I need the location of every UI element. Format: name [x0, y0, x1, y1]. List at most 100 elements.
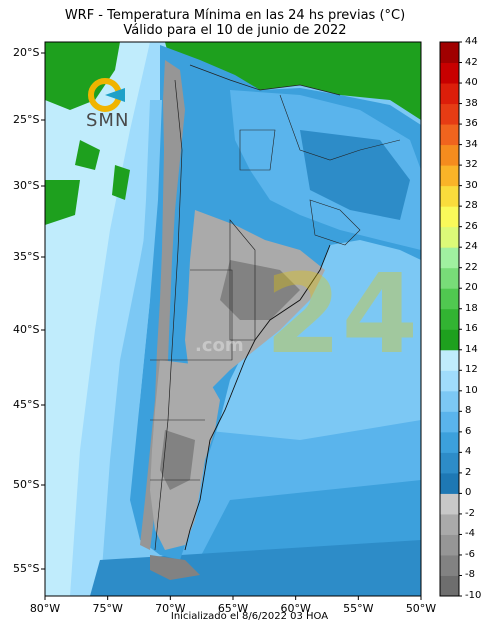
colorbar-frame [439, 41, 460, 597]
colorbar-swatch [440, 472, 459, 494]
colorbar-label: 10 [465, 384, 478, 396]
colorbar-label: 40 [465, 77, 478, 89]
colorbar-swatch [440, 370, 459, 392]
colorbar-label: -2 [465, 507, 475, 519]
lat-label: 20°S [13, 46, 40, 59]
colorbar-label: -8 [465, 569, 475, 581]
smn-logo-text: SMN [86, 110, 130, 131]
colorbar-label: 0 [465, 487, 472, 499]
colorbar-swatch [440, 431, 459, 453]
colorbar-swatch [440, 349, 459, 371]
pacific-warm-patch-2 [75, 140, 100, 170]
colorbar-swatch [440, 226, 459, 248]
colorbar-swatch [440, 452, 459, 474]
colorbar-label: 42 [465, 56, 478, 68]
colorbar-label: 34 [465, 138, 478, 150]
colorbar-swatch [440, 83, 459, 105]
colorbar-swatch [440, 308, 459, 330]
colorbar-swatch [440, 575, 459, 597]
colorbar-label: 26 [465, 220, 478, 232]
drake-passage-band [90, 540, 421, 596]
lon-label: 55°W [343, 602, 374, 615]
lon-label: 70°W [155, 602, 186, 615]
colorbar-swatch [440, 42, 459, 64]
watermark-domain: .com [195, 335, 244, 356]
border-line-andes [154, 79, 183, 551]
pacific-warm-patch [45, 42, 120, 110]
colorbar-label: -4 [465, 528, 475, 540]
paraguay-southern-brazil-region [300, 130, 410, 220]
andes-cold-spine [140, 60, 185, 550]
colorbar-label: 6 [465, 425, 472, 437]
pacific-warm-patch-3 [112, 165, 130, 200]
colorbar-swatch [440, 206, 459, 228]
colorbar-label: 22 [465, 261, 478, 273]
lon-label: 50°W [405, 602, 437, 615]
patagonia-colder-core [160, 430, 195, 490]
colorbar-swatch [440, 513, 459, 535]
map-title: WRF - Temperatura Mínima en las 24 hs pr… [64, 8, 406, 23]
colorbar-swatch [440, 124, 459, 146]
colorbar-swatch [440, 185, 459, 207]
watermark-number: 24 [265, 250, 419, 378]
colorbar [439, 41, 462, 597]
colorbar-label: 16 [465, 323, 478, 335]
lat-label: 30°S [13, 179, 40, 192]
colorbar-swatch [440, 62, 459, 84]
colorbar-label: -6 [465, 548, 475, 560]
province-border-3 [150, 269, 233, 361]
colorbar-swatch [440, 247, 459, 269]
colorbar-label: 28 [465, 200, 478, 212]
colorbar-label: 24 [465, 241, 478, 253]
colorbar-swatch [440, 390, 459, 412]
colorbar-swatch [440, 329, 459, 351]
colorbar-swatch [440, 554, 459, 576]
lat-label: 55°S [13, 562, 40, 575]
colorbar-label: 12 [465, 364, 478, 376]
chile-coastal-strip [115, 100, 162, 545]
colorbar-label: 36 [465, 118, 478, 130]
border-line-uruguay [309, 199, 361, 246]
lat-label: 25°S [13, 113, 40, 126]
colorbar-label: -10 [465, 590, 482, 601]
map-layers [45, 42, 421, 596]
lat-label: 45°S [13, 398, 40, 411]
lat-label: 35°S [13, 250, 40, 263]
colorbar-swatch [440, 411, 459, 433]
atlantic-coastline [184, 244, 331, 551]
colorbar-label: 8 [465, 405, 472, 417]
lon-label: 80°W [29, 602, 61, 615]
colorbar-swatch [440, 288, 459, 310]
border-line-paraguay [279, 94, 401, 161]
smn-logo-icon [88, 78, 125, 112]
colorbar-label: 44 [465, 36, 478, 47]
colorbar-label: 20 [465, 282, 478, 294]
pampas-colder-core [220, 260, 300, 320]
colorbar-label: 30 [465, 179, 478, 191]
colorbar-label: 32 [465, 159, 478, 171]
tierra-del-fuego [150, 555, 200, 580]
colorbar-swatch [440, 534, 459, 556]
colorbar-swatch [440, 144, 459, 166]
axis-ticks [41, 52, 422, 600]
colorbar-swatch [440, 103, 459, 125]
border-line-north [189, 64, 341, 96]
colorbar-label: 18 [465, 302, 478, 314]
colorbar-label: 2 [465, 466, 472, 478]
province-border-1 [239, 129, 276, 171]
colorbar-swatch [440, 267, 459, 289]
colorbar-label: 14 [465, 343, 478, 355]
lat-label: 40°S [13, 323, 40, 336]
north-warm-region [165, 42, 421, 120]
lon-label: 65°W [217, 602, 249, 615]
colorbar-label: 38 [465, 97, 478, 109]
init-footer: Inicializado el 8/6/2022 03 HOA [170, 611, 329, 622]
lat-label: 50°S [13, 478, 40, 491]
lon-label: 75°W [92, 602, 123, 615]
pacific-warm-patch-4 [45, 180, 80, 225]
lon-label: 60°W [280, 602, 311, 615]
colorbar-swatch [440, 165, 459, 187]
colorbar-label: 4 [465, 446, 472, 458]
colorbar-swatch [440, 493, 459, 515]
